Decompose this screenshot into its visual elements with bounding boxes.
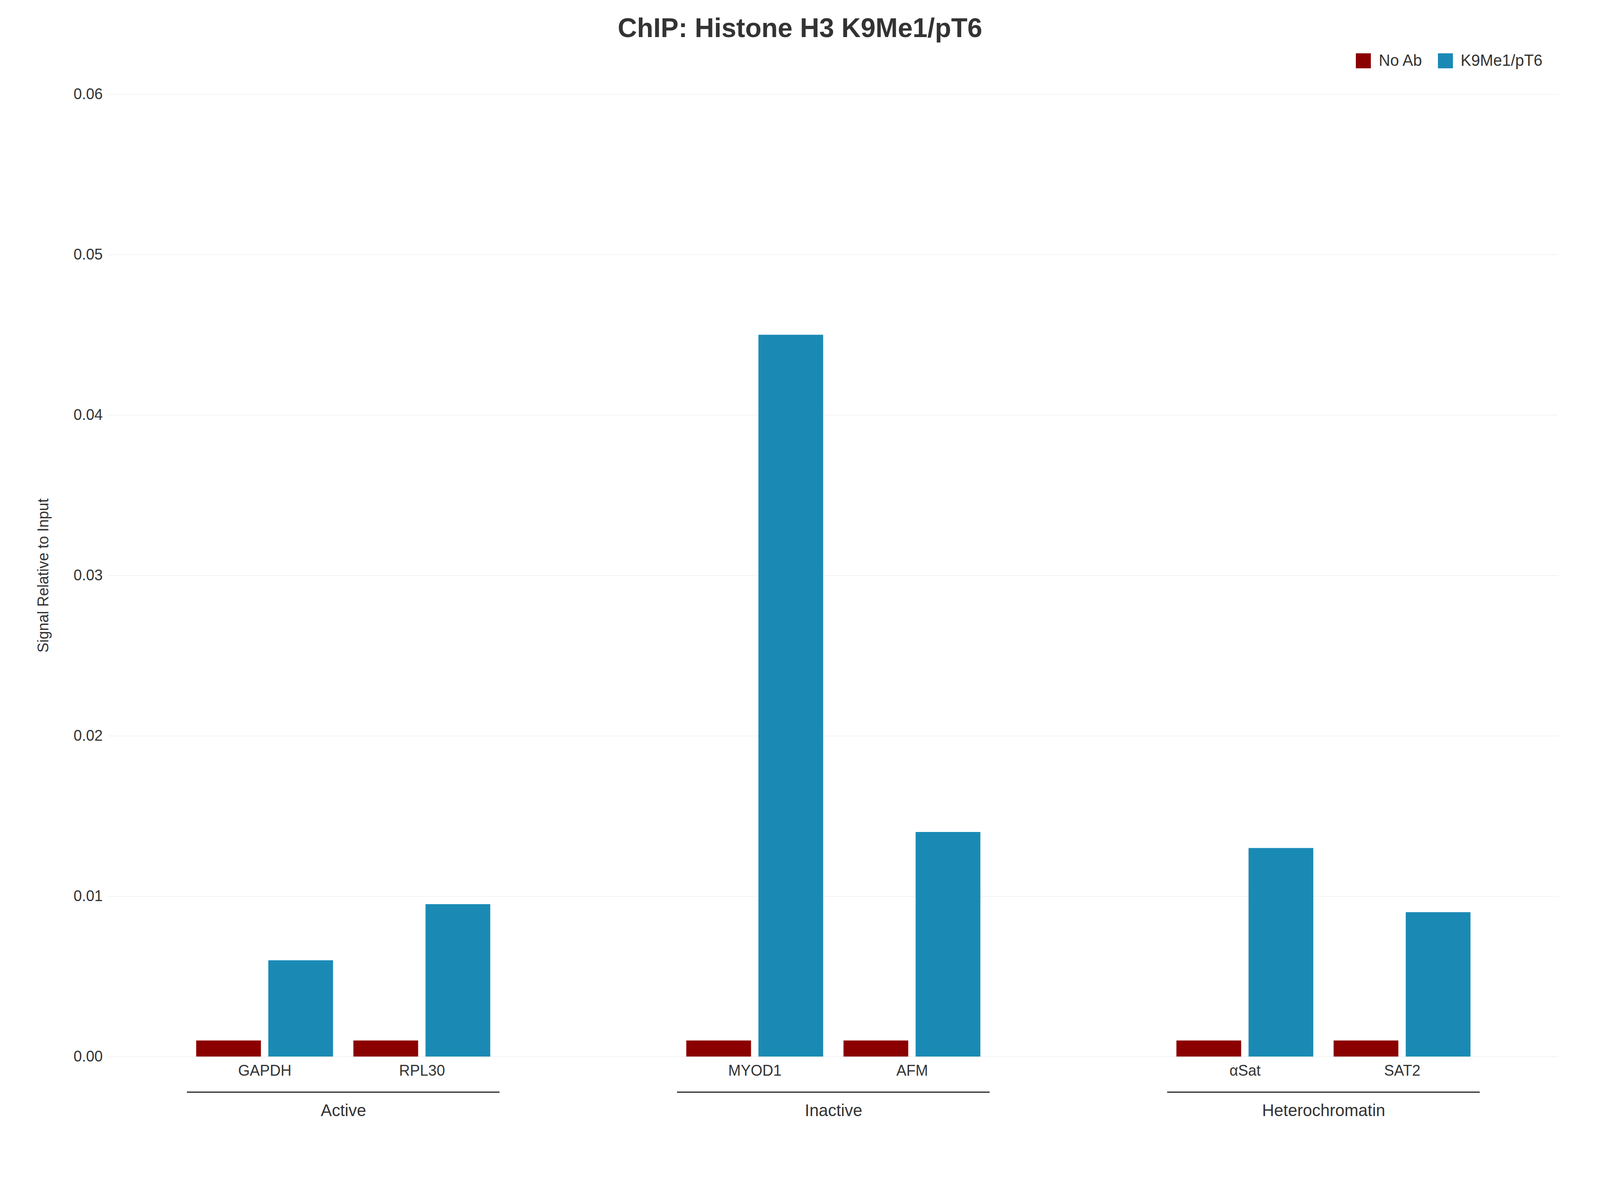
svg-text:GAPDH: GAPDH bbox=[238, 1062, 292, 1080]
svg-text:0.01: 0.01 bbox=[73, 887, 103, 905]
svg-text:MYOD1: MYOD1 bbox=[728, 1062, 782, 1080]
svg-text:AFM: AFM bbox=[896, 1062, 928, 1080]
svg-text:SAT2: SAT2 bbox=[1384, 1062, 1421, 1080]
svg-text:0.03: 0.03 bbox=[73, 566, 103, 584]
svg-text:Signal Relative to Input: Signal Relative to Input bbox=[34, 498, 52, 653]
svg-text:0.04: 0.04 bbox=[73, 406, 103, 424]
svg-text:0.00: 0.00 bbox=[73, 1047, 103, 1065]
html-text:No Ab: No Ab bbox=[1378, 51, 1422, 70]
svg-text:αSat: αSat bbox=[1229, 1062, 1261, 1080]
svg-text:Active: Active bbox=[320, 1101, 367, 1120]
svg-text:RPL30: RPL30 bbox=[399, 1062, 445, 1080]
svg-text:Inactive: Inactive bbox=[805, 1101, 863, 1120]
svg-text:0.05: 0.05 bbox=[73, 245, 103, 263]
html-text:ChIP: Histone H3 K9Me1/pT6: ChIP: Histone H3 K9Me1/pT6 bbox=[617, 12, 983, 43]
svg-text:0.02: 0.02 bbox=[73, 727, 103, 745]
html-text:K9Me1/pT6: K9Me1/pT6 bbox=[1460, 51, 1543, 70]
svg-text:0.06: 0.06 bbox=[73, 85, 103, 103]
svg-text:Heterochromatin: Heterochromatin bbox=[1262, 1101, 1386, 1120]
